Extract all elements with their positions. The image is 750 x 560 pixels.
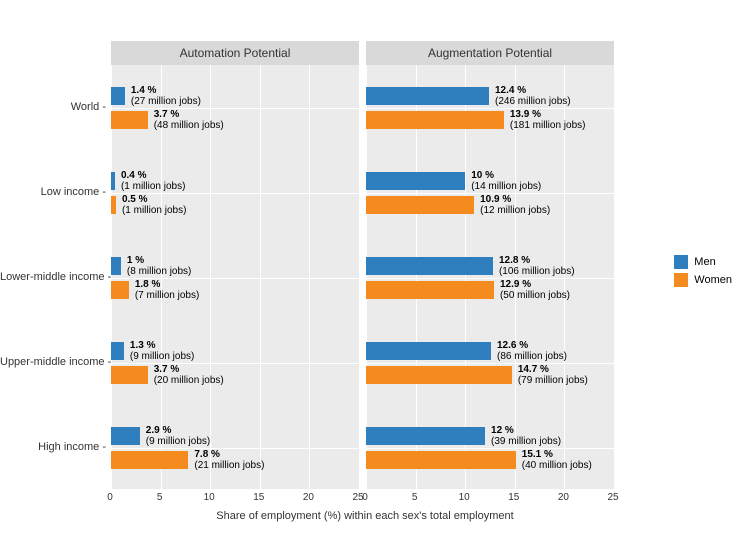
- x-tick: 20: [303, 492, 314, 503]
- x-tick: 15: [508, 492, 519, 503]
- bar-label: 13.9 %(181 million jobs): [510, 109, 586, 131]
- bar-label: 15.1 %(40 million jobs): [522, 449, 592, 471]
- y-tick: World -: [0, 101, 106, 113]
- legend-label-women: Women: [694, 274, 732, 286]
- x-tick: 15: [253, 492, 264, 503]
- x-axis-augmentation: 0 5 10 15 20 25: [365, 490, 615, 510]
- bar-men: [111, 342, 124, 360]
- panel-header-augmentation: Augmentation Potential: [366, 41, 614, 65]
- legend-item-women: Women: [674, 273, 732, 287]
- bar-label: 14.7 %(79 million jobs): [518, 364, 588, 386]
- bar-label: 12.4 %(246 million jobs): [495, 85, 571, 107]
- plot-automation: 1.4 %(27 million jobs)3.7 %(48 million j…: [111, 65, 359, 489]
- x-tick: 10: [204, 492, 215, 503]
- bar-women: [366, 451, 516, 469]
- hgridline: [366, 278, 614, 279]
- bar-men: [111, 427, 140, 445]
- bar-men: [366, 427, 485, 445]
- bar-men: [366, 172, 465, 190]
- gridline: [111, 65, 112, 489]
- bar-label: 7.8 %(21 million jobs): [194, 449, 264, 471]
- bar-men: [111, 257, 121, 275]
- chart-area: Automation Potential 1.4 %(27 million jo…: [110, 40, 620, 490]
- bar-label: 1.8 %(7 million jobs): [135, 279, 199, 301]
- bar-label: 12.6 %(86 million jobs): [497, 340, 567, 362]
- y-tick: Upper-middle income -: [0, 356, 106, 368]
- y-tick: High income -: [0, 441, 106, 453]
- x-tick: 20: [558, 492, 569, 503]
- x-tick: 25: [607, 492, 618, 503]
- gridline: [359, 65, 360, 489]
- panel-automation: Automation Potential 1.4 %(27 million jo…: [110, 40, 360, 490]
- bar-label: 0.4 %(1 million jobs): [121, 170, 185, 192]
- gridline: [614, 65, 615, 489]
- bar-label: 12.9 %(50 million jobs): [500, 279, 570, 301]
- bar-label: 2.9 %(9 million jobs): [146, 425, 210, 447]
- bar-men: [111, 172, 115, 190]
- bar-label: 1.4 %(27 million jobs): [131, 85, 201, 107]
- bar-label: 3.7 %(20 million jobs): [154, 364, 224, 386]
- bar-label: 3.7 %(48 million jobs): [154, 109, 224, 131]
- bar-label: 0.5 %(1 million jobs): [122, 194, 186, 216]
- bar-men: [366, 342, 491, 360]
- bar-label: 10.9 %(12 million jobs): [480, 194, 550, 216]
- legend-label-men: Men: [694, 256, 715, 268]
- gridline: [416, 65, 417, 489]
- gridline: [465, 65, 466, 489]
- panel-augmentation: Augmentation Potential 12.4 %(246 millio…: [365, 40, 615, 490]
- bar-label: 12.8 %(106 million jobs): [499, 255, 575, 277]
- bar-women: [366, 111, 504, 129]
- legend-swatch-women: [674, 273, 688, 287]
- plot-augmentation: 12.4 %(246 million jobs)13.9 %(181 milli…: [366, 65, 614, 489]
- legend-item-men: Men: [674, 255, 732, 269]
- bar-women: [111, 281, 129, 299]
- bar-women: [366, 281, 494, 299]
- bar-women: [111, 196, 116, 214]
- gridline: [309, 65, 310, 489]
- x-axis-automation: 0510152025: [110, 490, 360, 510]
- legend-swatch-men: [674, 255, 688, 269]
- hgridline: [111, 363, 359, 364]
- x-tick: 0: [107, 492, 113, 503]
- y-tick: Lower-middle income -: [0, 271, 106, 283]
- bar-women: [366, 366, 512, 384]
- bar-women: [111, 366, 148, 384]
- bar-women: [111, 451, 188, 469]
- bar-label: 10 %(14 million jobs): [471, 170, 541, 192]
- legend: Men Women: [674, 255, 732, 291]
- bar-label: 1 %(8 million jobs): [127, 255, 191, 277]
- hgridline: [111, 108, 359, 109]
- bar-label: 1.3 %(9 million jobs): [130, 340, 194, 362]
- bar-label: 12 %(39 million jobs): [491, 425, 561, 447]
- gridline: [366, 65, 367, 489]
- x-axis-title: Share of employment (%) within each sex'…: [110, 510, 620, 522]
- x-tick: 10: [459, 492, 470, 503]
- y-tick: Low income -: [0, 186, 106, 198]
- bar-women: [111, 111, 148, 129]
- panel-header-automation: Automation Potential: [111, 41, 359, 65]
- x-tick: 5: [157, 492, 163, 503]
- bar-women: [366, 196, 474, 214]
- bar-men: [366, 257, 493, 275]
- bar-men: [111, 87, 125, 105]
- x-tick: 0: [362, 492, 368, 503]
- y-axis-labels: World - Low income - Lower-middle income -…: [0, 64, 110, 490]
- bar-men: [366, 87, 489, 105]
- gridline: [260, 65, 261, 489]
- x-tick: 5: [412, 492, 418, 503]
